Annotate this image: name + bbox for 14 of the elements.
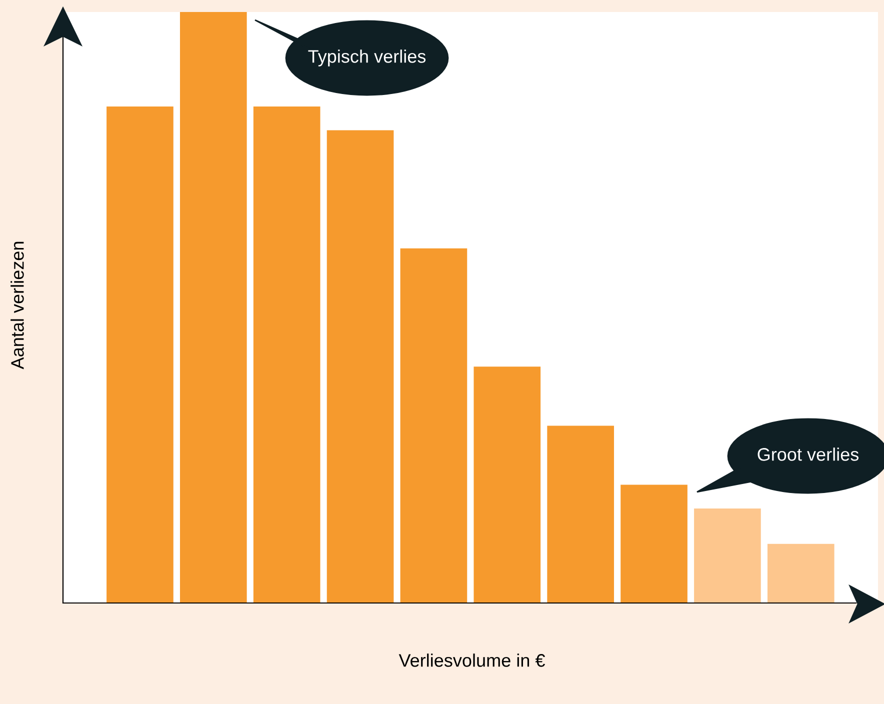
bar bbox=[547, 426, 614, 603]
bar bbox=[253, 106, 320, 603]
y-axis-title: Aantal verliezen bbox=[10, 242, 24, 370]
bar bbox=[620, 484, 688, 603]
bar bbox=[694, 508, 761, 603]
bar bbox=[474, 366, 541, 603]
bar bbox=[767, 544, 834, 603]
bar bbox=[400, 248, 468, 603]
bar bbox=[326, 130, 394, 603]
bar bbox=[180, 12, 247, 603]
bar bbox=[106, 106, 174, 603]
x-axis-title: Verliesvolume in € bbox=[398, 654, 546, 667]
annotation: Groot verlies bbox=[758, 448, 859, 461]
annotation: Typisch verlies bbox=[308, 50, 426, 66]
